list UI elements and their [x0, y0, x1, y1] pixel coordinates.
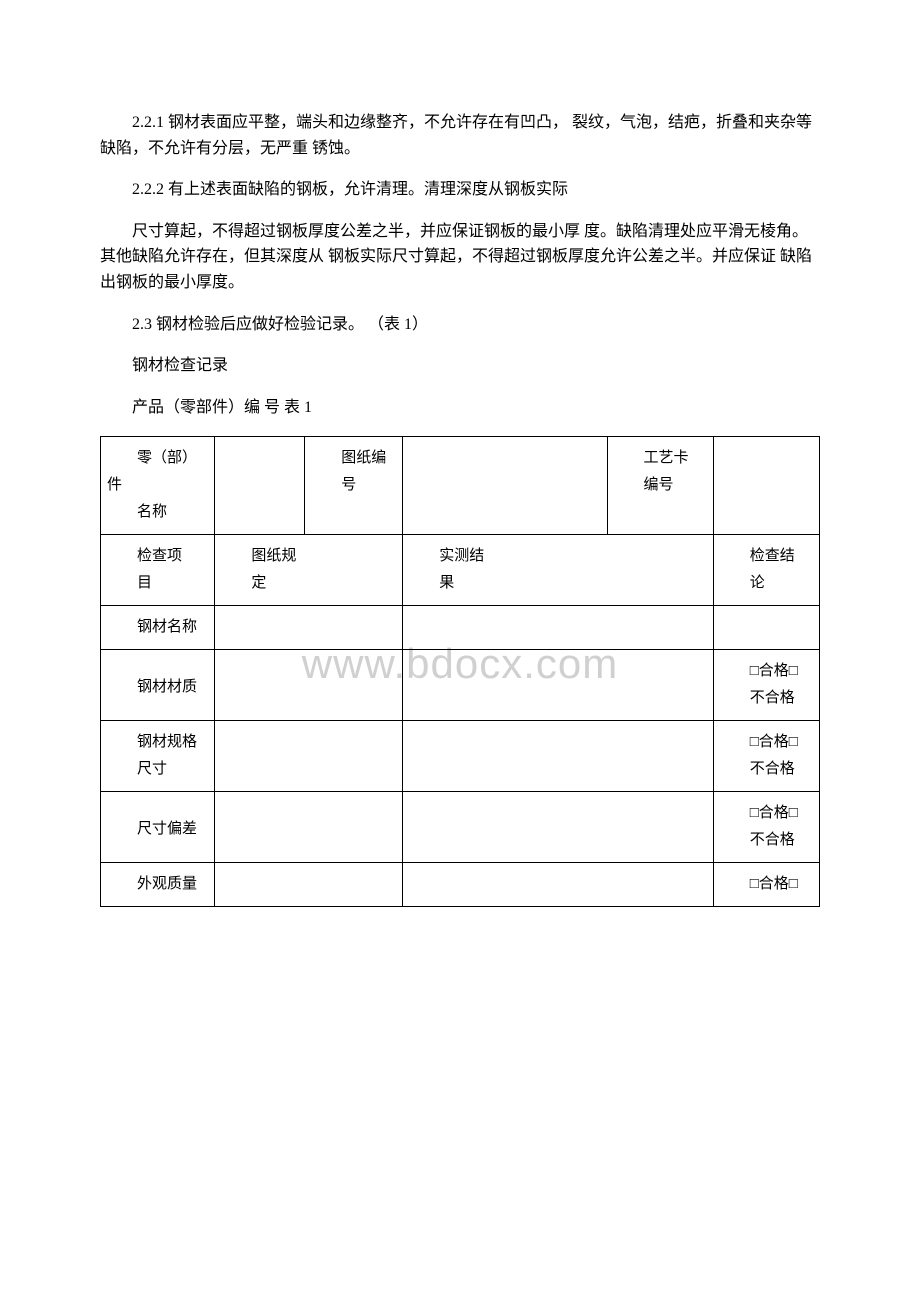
document-body: 2.2.1 钢材表面应平整，端头和边缘整齐，不允许存在有凹凸， 裂纹，气泡，结疤… — [100, 110, 820, 907]
paragraph-table-title: 钢材检查记录 — [100, 353, 820, 379]
cell-measured-result: 实测结 果 — [403, 535, 713, 606]
cell-empty — [215, 721, 403, 792]
cell-result-checkbox: □合格□ 不合格 — [713, 792, 819, 863]
cell-empty — [215, 792, 403, 863]
table-row: 检查项 目 图纸规 定 实测结 果 检查结 论 — [101, 535, 820, 606]
cell-appearance: 外观质量 — [101, 863, 215, 907]
cell-part-name: 零（部）件 名称 — [101, 437, 215, 535]
cell-check-item: 检查项 目 — [101, 535, 215, 606]
cell-empty — [713, 606, 819, 650]
cell-result-checkbox: □合格□ 不合格 — [713, 650, 819, 721]
table-row: 钢材材质 □合格□ 不合格 — [101, 650, 820, 721]
cell-process-no: 工艺卡 编号 — [607, 437, 713, 535]
paragraph-221: 2.2.1 钢材表面应平整，端头和边缘整齐，不允许存在有凹凸， 裂纹，气泡，结疤… — [100, 110, 820, 161]
table-row: 钢材规格 尺寸 □合格□ 不合格 — [101, 721, 820, 792]
paragraph-table-caption: 产品（零部件）编 号 表 1 — [100, 395, 820, 421]
table-row: 外观质量 □合格□ — [101, 863, 820, 907]
cell-empty — [403, 606, 713, 650]
table-row: 钢材名称 — [101, 606, 820, 650]
cell-drawing-no: 图纸编 号 — [305, 437, 403, 535]
cell-empty — [215, 863, 403, 907]
cell-empty — [403, 863, 713, 907]
inspection-table: 零（部）件 名称 图纸编 号 工艺卡 编号 检查项 目 图纸规 定 — [100, 436, 820, 907]
cell-empty — [403, 792, 713, 863]
cell-empty — [403, 437, 607, 535]
cell-steel-name: 钢材名称 — [101, 606, 215, 650]
cell-drawing-spec: 图纸规 定 — [215, 535, 403, 606]
cell-empty — [215, 437, 305, 535]
paragraph-222: 2.2.2 有上述表面缺陷的钢板，允许清理。清理深度从钢板实际 — [100, 177, 820, 203]
paragraph-222-cont: 尺寸算起，不得超过钢板厚度公差之半，并应保证钢板的最小厚 度。缺陷清理处应平滑无… — [100, 219, 820, 296]
cell-empty — [403, 721, 713, 792]
cell-steel-material: 钢材材质 — [101, 650, 215, 721]
table-row: 尺寸偏差 □合格□ 不合格 — [101, 792, 820, 863]
cell-result-checkbox: □合格□ 不合格 — [713, 721, 819, 792]
cell-empty — [713, 437, 819, 535]
cell-dimension-deviation: 尺寸偏差 — [101, 792, 215, 863]
cell-steel-spec: 钢材规格 尺寸 — [101, 721, 215, 792]
cell-empty — [403, 650, 713, 721]
paragraph-23: 2.3 钢材检验后应做好检验记录。 （表 1） — [100, 312, 820, 338]
cell-empty — [215, 606, 403, 650]
cell-empty — [215, 650, 403, 721]
table-row: 零（部）件 名称 图纸编 号 工艺卡 编号 — [101, 437, 820, 535]
cell-conclusion: 检查结 论 — [713, 535, 819, 606]
cell-result-checkbox: □合格□ — [713, 863, 819, 907]
